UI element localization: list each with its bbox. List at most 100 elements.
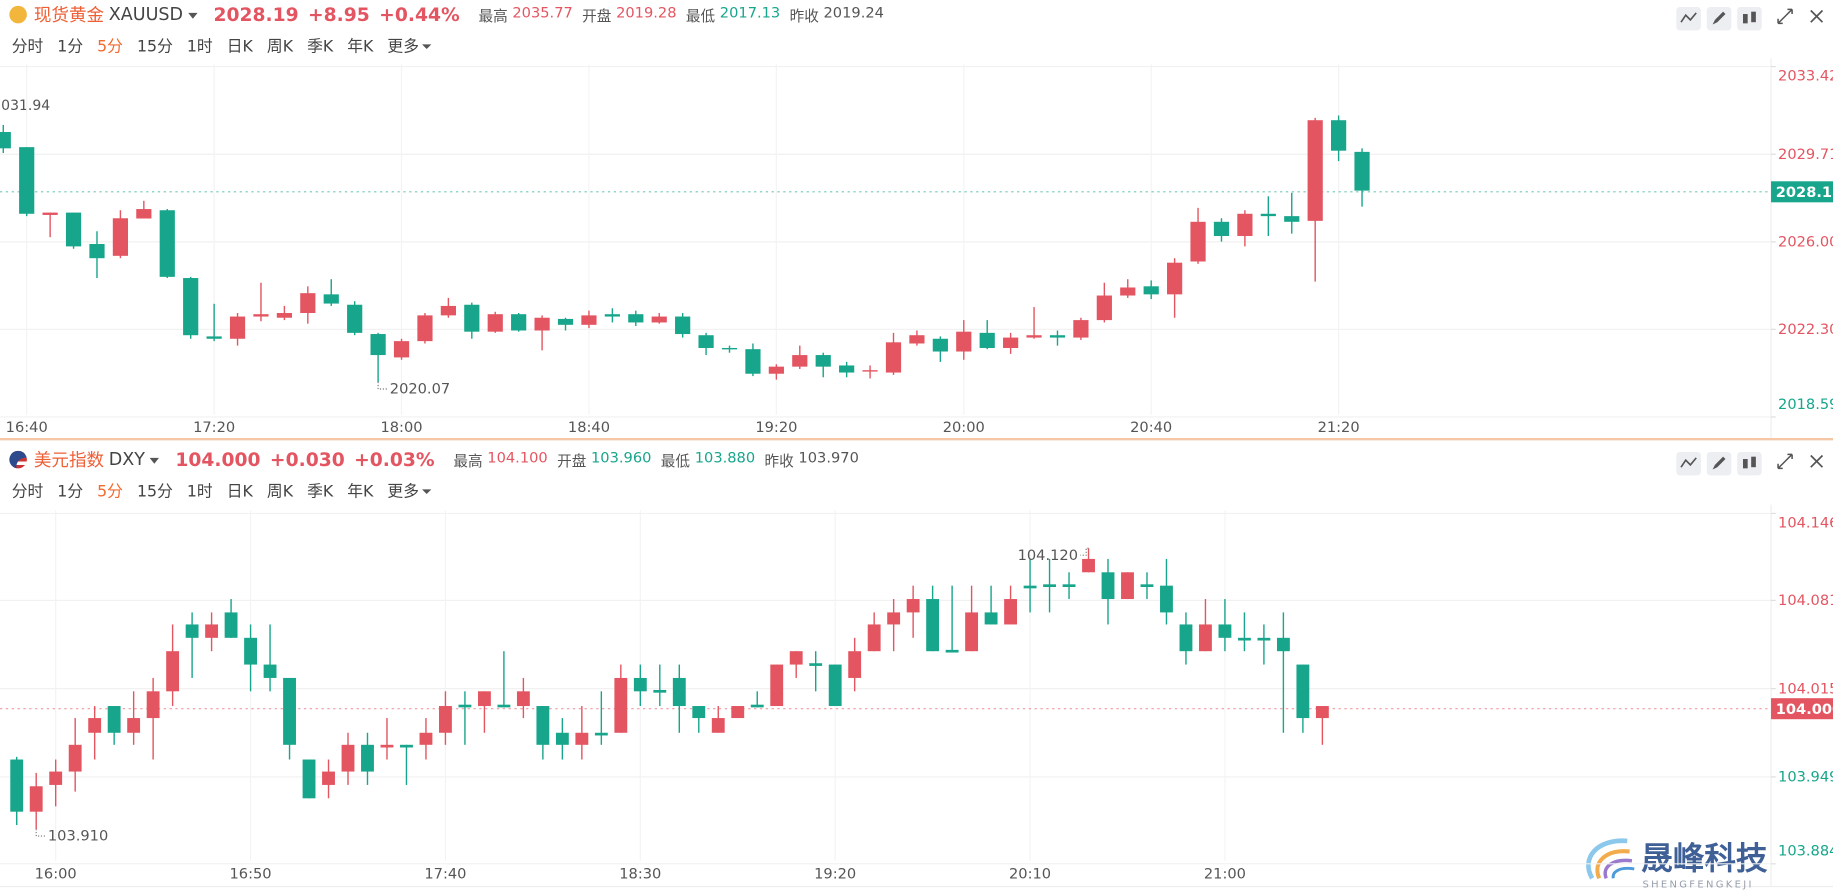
candle-body — [88, 718, 102, 733]
period-option[interactable]: 更多 — [387, 33, 431, 56]
candle-icon — [1751, 456, 1756, 468]
period-option[interactable]: 日K — [226, 37, 253, 57]
candle-body — [711, 718, 725, 733]
period-option[interactable]: 1时 — [186, 37, 213, 57]
period-option[interactable]: 15分 — [136, 482, 173, 502]
stat-label: 最低 — [685, 6, 716, 24]
quote-header: 美元指数 DXY 104.000 +0.030 +0.03% 最高 104.100… — [9, 446, 859, 472]
max-label: 104.120 — [1018, 547, 1078, 564]
period-option[interactable]: 更多 — [387, 478, 431, 501]
price: 104.000 — [175, 447, 261, 471]
candle-button[interactable] — [1737, 452, 1762, 476]
period-option[interactable]: 周K — [266, 37, 294, 57]
candle-body — [1354, 151, 1370, 191]
candle-body — [557, 318, 574, 325]
candle-body — [487, 314, 503, 332]
period-option[interactable]: 季K — [307, 37, 334, 57]
candle-body — [770, 664, 784, 707]
candle-body — [159, 210, 175, 277]
y-tick-label: 2029.71 — [1778, 146, 1833, 163]
symbol[interactable]: XAUUSD — [108, 3, 184, 25]
x-tick-label: 17:20 — [193, 419, 235, 436]
period-bar: 分时 1分 5分 15分 1时 日K 周K 季K 年K 更多 — [12, 478, 446, 501]
candle-body — [965, 612, 979, 652]
candle-body — [276, 313, 292, 318]
candle-body — [745, 349, 761, 374]
stat-value: 103.960 — [591, 447, 652, 466]
candle-body — [1121, 572, 1134, 600]
candle-body — [253, 314, 269, 317]
period-option[interactable]: 分时 — [11, 37, 44, 57]
last-price-label: 2028.12 — [1776, 184, 1833, 201]
candle-body — [581, 315, 597, 325]
candle-button[interactable] — [1737, 7, 1762, 31]
candle-body — [721, 347, 738, 350]
expand-button[interactable] — [1777, 8, 1793, 25]
period-option[interactable]: 1时 — [186, 482, 213, 502]
indicator-icon — [1680, 457, 1697, 468]
candle-body — [263, 664, 277, 678]
period-option[interactable]: 1分 — [57, 482, 84, 502]
period-option[interactable]: 日K — [226, 482, 253, 502]
candle-body — [731, 706, 745, 719]
candle-body — [464, 304, 480, 332]
y-tick-label: 104.146 — [1778, 514, 1833, 531]
period-option[interactable]: 季K — [307, 482, 334, 502]
candle-body — [1218, 624, 1232, 638]
symbol-dropdown[interactable] — [149, 457, 160, 464]
candle-body — [628, 314, 644, 323]
last-price-label: 104.000 — [1776, 701, 1833, 718]
candle-body — [1331, 120, 1347, 151]
candle-body — [792, 355, 808, 367]
symbol-dropdown[interactable] — [187, 12, 198, 19]
period-option[interactable]: 分时 — [11, 482, 44, 502]
stat-label: 昨收 — [789, 6, 819, 24]
period-option[interactable]: 年K — [347, 37, 374, 57]
candle-body — [1307, 120, 1323, 221]
instrument-name[interactable]: 美元指数 — [33, 449, 105, 471]
candle-body — [1260, 213, 1276, 217]
candle-body — [1004, 599, 1018, 625]
last-price-tag — [1771, 181, 1833, 203]
period-option[interactable]: 5分 — [97, 37, 123, 57]
stats: 最高 104.100 开盘 103.960 最低 103.880 昨收 103.970 — [444, 448, 859, 470]
candle-body — [112, 218, 129, 256]
watermark-name: 晟峰科技 — [1641, 841, 1768, 877]
y-tick-label: 104.015 — [1778, 680, 1833, 697]
close-button[interactable] — [1810, 9, 1824, 23]
candle-body — [815, 355, 831, 367]
symbol[interactable]: DXY — [108, 448, 145, 470]
candle-body — [750, 704, 764, 708]
instrument-name[interactable]: 现货黄金 — [33, 4, 105, 26]
candle-body — [932, 338, 948, 352]
change: +0.030 — [269, 447, 345, 471]
price: 2028.19 — [213, 2, 299, 26]
candle-body — [477, 691, 491, 707]
y-tick-label: 2033.42 — [1778, 68, 1833, 85]
candle-body — [417, 315, 433, 342]
min-label: 2020.07 — [390, 381, 450, 398]
candle-body — [675, 316, 691, 335]
candle-body — [136, 209, 152, 219]
candle-body — [848, 651, 862, 678]
close-button[interactable] — [1810, 454, 1824, 468]
candle-body — [1296, 664, 1310, 719]
expand-button[interactable] — [1777, 453, 1793, 470]
candle-body — [206, 336, 222, 339]
period-option[interactable]: 15分 — [136, 37, 173, 57]
period-option[interactable]: 年K — [347, 482, 374, 502]
candle-body — [594, 732, 608, 736]
period-option[interactable]: 1分 — [57, 37, 84, 57]
candle-body — [29, 786, 43, 812]
candle-body — [1237, 213, 1253, 236]
candle-chart: 104.146 104.081 104.015 103.949 103.884 16:00… — [0, 510, 1833, 882]
period-option[interactable]: 5分 — [97, 482, 123, 502]
candle-body — [839, 365, 855, 373]
candle-icon — [1742, 459, 1748, 469]
stat-value: 2035.77 — [512, 2, 573, 21]
min-marker — [377, 382, 388, 390]
period-option[interactable]: 周K — [266, 482, 294, 502]
candle-body — [575, 732, 589, 745]
